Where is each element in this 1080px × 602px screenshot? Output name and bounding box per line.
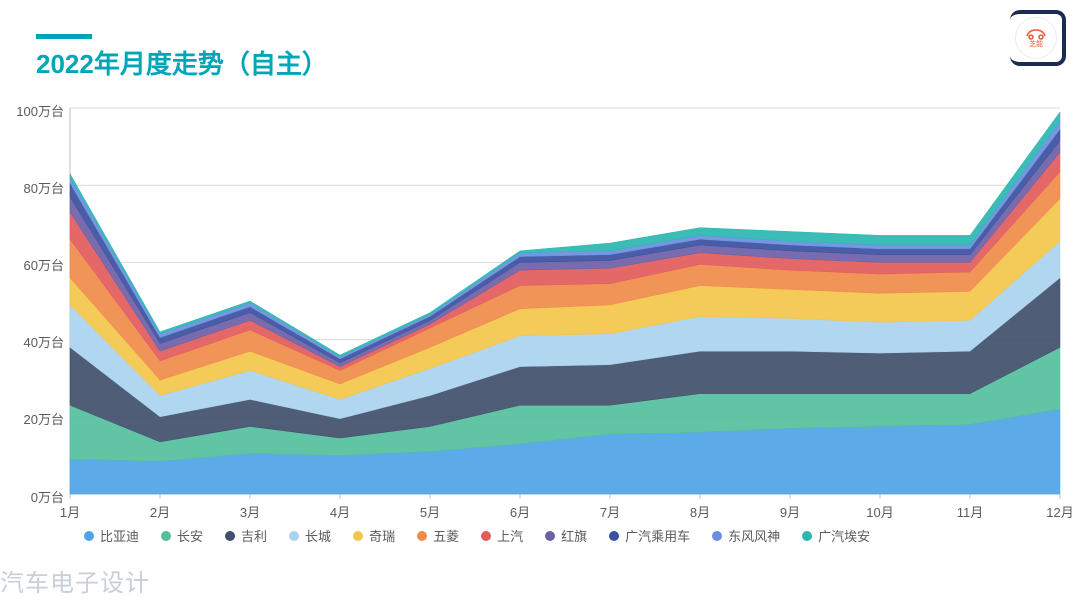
x-tick-label: 5月 — [400, 502, 460, 521]
legend-swatch — [609, 531, 619, 541]
legend-label: 五菱 — [433, 526, 459, 545]
y-tick-label: 100万台 — [14, 101, 64, 120]
stacked-area-chart — [14, 100, 1066, 524]
chart-container: 0万台20万台40万台60万台80万台100万台 1月2月3月4月5月6月7月8… — [14, 100, 1066, 550]
legend-label: 长安 — [177, 526, 203, 545]
x-tick-label: 12月 — [1030, 502, 1080, 521]
x-tick-label: 3月 — [220, 502, 280, 521]
x-tick-label: 8月 — [670, 502, 730, 521]
legend-label: 奇瑞 — [369, 526, 395, 545]
y-tick-label: 80万台 — [14, 178, 64, 197]
legend-label: 长城 — [305, 526, 331, 545]
legend-item: 广汽乘用车 — [609, 526, 690, 545]
car-icon — [1025, 28, 1047, 40]
legend-label: 东风风神 — [728, 526, 780, 545]
legend-label: 上汽 — [497, 526, 523, 545]
y-tick-label: 40万台 — [14, 332, 64, 351]
brand-logo-text: 芝能 — [1029, 41, 1043, 48]
title-accent-bar — [36, 34, 92, 39]
legend-swatch — [225, 531, 235, 541]
x-tick-label: 4月 — [310, 502, 370, 521]
legend-item: 红旗 — [545, 526, 587, 545]
legend-swatch — [289, 531, 299, 541]
legend-item: 长安 — [161, 526, 203, 545]
x-tick-label: 1月 — [40, 502, 100, 521]
x-tick-label: 10月 — [850, 502, 910, 521]
legend-item: 上汽 — [481, 526, 523, 545]
legend-item: 五菱 — [417, 526, 459, 545]
watermark-text: 汽车电子设计 — [0, 563, 150, 598]
legend-item: 东风风神 — [712, 526, 780, 545]
legend-item: 广汽埃安 — [802, 526, 870, 545]
x-tick-label: 7月 — [580, 502, 640, 521]
x-tick-label: 6月 — [490, 502, 550, 521]
brand-logo-inner: 芝能 — [1015, 17, 1057, 59]
y-tick-label: 60万台 — [14, 255, 64, 274]
legend-swatch — [417, 531, 427, 541]
legend-item: 比亚迪 — [84, 526, 139, 545]
slide-title: 2022年月度走势（自主） — [36, 44, 328, 81]
legend-swatch — [353, 531, 363, 541]
legend-item: 长城 — [289, 526, 331, 545]
y-tick-label: 20万台 — [14, 409, 64, 428]
legend-label: 吉利 — [241, 526, 267, 545]
legend-label: 广汽乘用车 — [625, 526, 690, 545]
legend-label: 广汽埃安 — [818, 526, 870, 545]
legend-swatch — [481, 531, 491, 541]
legend-label: 比亚迪 — [100, 526, 139, 545]
brand-logo: 芝能 — [1010, 10, 1066, 66]
x-tick-label: 11月 — [940, 502, 1000, 521]
legend-swatch — [802, 531, 812, 541]
legend-item: 奇瑞 — [353, 526, 395, 545]
legend-item: 吉利 — [225, 526, 267, 545]
legend-swatch — [84, 531, 94, 541]
chart-legend: 比亚迪 长安 吉利 长城 奇瑞 五菱 上汽 红旗 广汽乘用车 东风风神 广汽埃安 — [84, 526, 1054, 545]
legend-swatch — [545, 531, 555, 541]
slide: 2022年月度走势（自主） 芝能 0万台20万台40万台60万台80万台100万… — [0, 0, 1080, 602]
x-tick-label: 9月 — [760, 502, 820, 521]
x-tick-label: 2月 — [130, 502, 190, 521]
legend-swatch — [712, 531, 722, 541]
legend-label: 红旗 — [561, 526, 587, 545]
legend-swatch — [161, 531, 171, 541]
